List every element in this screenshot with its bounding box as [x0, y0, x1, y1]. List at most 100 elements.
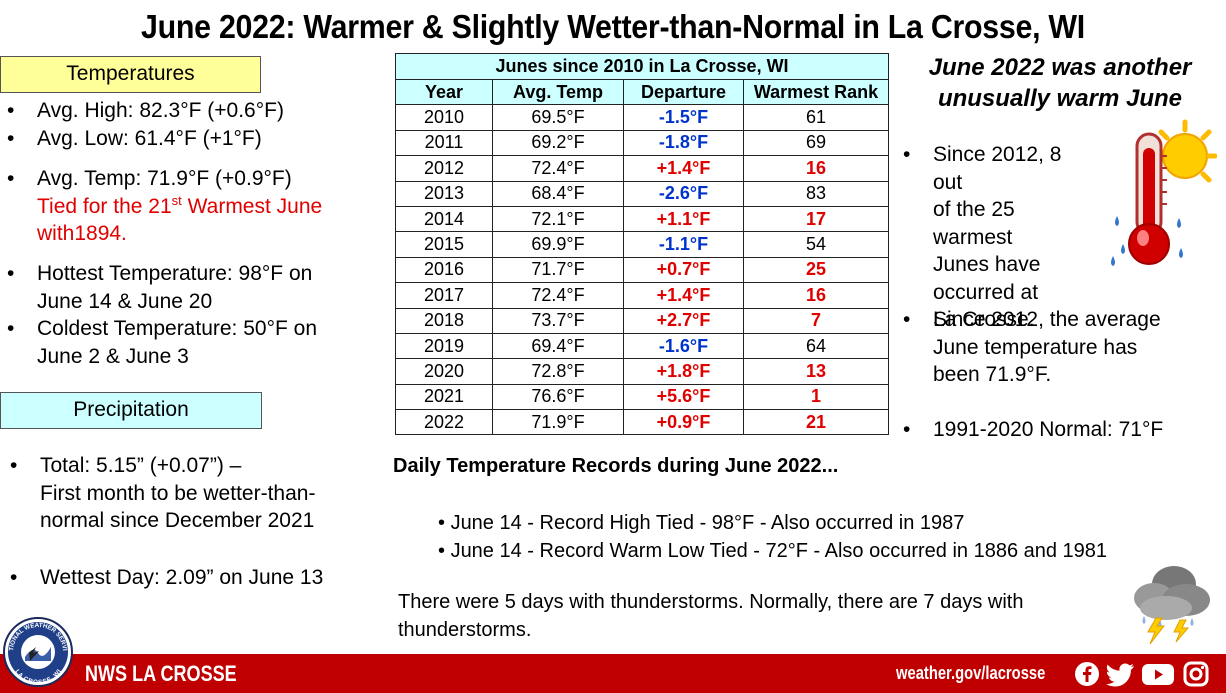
- departure-cell: +0.9°F: [623, 409, 744, 436]
- departure-cell: -2.6°F: [623, 180, 744, 207]
- rank-cell: 7: [743, 307, 889, 334]
- nws-logo: NATIONAL WEATHER SERVICE LA CROSSE, WI: [3, 617, 73, 687]
- avg-temp-cell: 69.9°F: [492, 231, 624, 258]
- page-title: June 2022: Warmer & Slightly Wetter-than…: [141, 8, 1085, 45]
- table-row: 2020 72.8°F +1.8°F 13: [395, 358, 889, 385]
- table-row: 2010 69.5°F -1.5°F 61: [395, 104, 889, 131]
- rank-cell: 69: [743, 129, 889, 157]
- table-row: 2021 76.6°F +5.6°F 1: [395, 383, 889, 411]
- tied-rank-text: Tied for the 21st Warmest June with1894.: [37, 192, 323, 246]
- departure-cell: +1.1°F: [623, 205, 744, 233]
- footer-bar: NWS LA CROSSE weather.gov/lacrosse: [0, 654, 1226, 693]
- table-row: 2017 72.4°F +1.4°F 16: [395, 282, 889, 309]
- facebook-icon[interactable]: [1074, 661, 1100, 687]
- avg-temp-item: Avg. Temp: 71.9°F (+0.9°F) Tied for the …: [0, 165, 370, 248]
- year-cell: 2011: [395, 129, 493, 157]
- twitter-icon[interactable]: [1106, 661, 1136, 687]
- rank-cell: 16: [743, 282, 889, 309]
- avg-temp-cell: 76.6°F: [492, 383, 624, 411]
- instagram-icon[interactable]: [1183, 661, 1209, 687]
- table-row: 2014 72.1°F +1.1°F 17: [395, 205, 889, 233]
- record-item: June 14 - Record Warm Low Tied - 72°F - …: [438, 538, 1107, 566]
- avg-temp-cell: 69.5°F: [492, 104, 624, 131]
- year-cell: 2017: [395, 282, 493, 309]
- avg-temp-cell: 72.1°F: [492, 205, 624, 233]
- avg-temp-cell: 73.7°F: [492, 307, 624, 334]
- avg-high-item: Avg. High: 82.3°F (+0.6°F): [0, 97, 370, 125]
- temperatures-heading: Temperatures: [0, 56, 261, 93]
- year-cell: 2021: [395, 383, 493, 411]
- year-cell: 2015: [395, 231, 493, 258]
- year-cell: 2018: [395, 307, 493, 334]
- rank-cell: 16: [743, 155, 889, 182]
- table-body: 2010 69.5°F -1.5°F 61 2011 69.2°F -1.8°F 69 2012…: [395, 104, 889, 436]
- year-cell: 2020: [395, 358, 493, 385]
- rank-cell: 64: [743, 332, 889, 360]
- departure-cell: -1.1°F: [623, 231, 744, 258]
- sweat-drops-icon: [1111, 216, 1183, 266]
- year-cell: 2014: [395, 205, 493, 233]
- departure-cell: +0.7°F: [623, 256, 744, 284]
- table-row: 2011 69.2°F -1.8°F 69: [395, 129, 889, 157]
- precipitation-heading: Precipitation: [0, 392, 262, 429]
- table-row: 2012 72.4°F +1.4°F 16: [395, 155, 889, 182]
- junes-table: Junes since 2010 in La Crosse, WI Year A…: [395, 53, 889, 436]
- avg-temp-cell: 71.7°F: [492, 256, 624, 284]
- rank-cell: 13: [743, 358, 889, 385]
- avg-temp-cell: 72.4°F: [492, 282, 624, 309]
- avg-temp-text: Avg. Temp: 71.9°F (+0.9°F): [37, 167, 292, 190]
- table-row: 2022 71.9°F +0.9°F 21: [395, 409, 889, 436]
- normal-list: 1991-2020 Normal: 71°F: [896, 416, 1216, 444]
- rank-cell: 54: [743, 231, 889, 258]
- table-header-row: Year Avg. Temp Departure Warmest Rank: [395, 78, 889, 106]
- footer-brand: NWS LA CROSSE: [85, 661, 237, 686]
- year-cell: 2013: [395, 180, 493, 207]
- records-list: June 14 - Record High Tied - 98°F - Also…: [438, 510, 1107, 565]
- table-row: 2019 69.4°F -1.6°F 64: [395, 332, 889, 360]
- rank-cell: 17: [743, 205, 889, 233]
- avg-temp-cell: 72.8°F: [492, 358, 624, 385]
- col-departure: Departure: [623, 78, 744, 106]
- table-row: 2018 73.7°F +2.7°F 7: [395, 307, 889, 334]
- wettest-day-item: Wettest Day: 2.09” on June 13: [3, 564, 373, 592]
- avg-temp-cell: 71.9°F: [492, 409, 624, 436]
- avg-temp-cell: 68.4°F: [492, 180, 624, 207]
- records-heading: Daily Temperature Records during June 20…: [393, 455, 839, 477]
- youtube-icon[interactable]: [1141, 661, 1175, 687]
- departure-cell: +2.7°F: [623, 307, 744, 334]
- departure-cell: -1.6°F: [623, 332, 744, 360]
- rank-cell: 1: [743, 383, 889, 411]
- avg-temp-cell: 69.4°F: [492, 332, 624, 360]
- rank-cell: 61: [743, 104, 889, 131]
- precip-total-item: Total: 5.15” (+0.07”) –First month to be…: [3, 452, 373, 535]
- footer-url-link[interactable]: weather.gov/lacrosse: [896, 663, 1046, 683]
- year-cell: 2019: [395, 332, 493, 360]
- departure-cell: +5.6°F: [623, 383, 744, 411]
- thermometer-sun-icon: [1111, 119, 1217, 266]
- table-row: 2015 69.9°F -1.1°F 54: [395, 231, 889, 258]
- rank-cell: 83: [743, 180, 889, 207]
- departure-cell: +1.4°F: [623, 282, 744, 309]
- avg-low-item: Avg. Low: 61.4°F (+1°F): [0, 125, 370, 153]
- rank-cell: 25: [743, 256, 889, 284]
- col-warmest-rank: Warmest Rank: [743, 78, 889, 106]
- normal-item: 1991-2020 Normal: 71°F: [896, 416, 1216, 444]
- thunderstorm-icon: [1134, 566, 1210, 644]
- temperature-list: Avg. High: 82.3°F (+0.6°F) Avg. Low: 61.…: [0, 97, 370, 152]
- table-row: 2016 71.7°F +0.7°F 25: [395, 256, 889, 284]
- rank-cell: 21: [743, 409, 889, 436]
- precip-wettest-list: Wettest Day: 2.09” on June 13: [3, 564, 373, 592]
- table-caption: Junes since 2010 in La Crosse, WI: [395, 53, 889, 80]
- year-cell: 2010: [395, 104, 493, 131]
- col-year: Year: [395, 78, 493, 106]
- avg-temp-list: Avg. Temp: 71.9°F (+0.9°F) Tied for the …: [0, 165, 370, 248]
- table-row: 2013 68.4°F -2.6°F 83: [395, 180, 889, 207]
- year-cell: 2022: [395, 409, 493, 436]
- year-cell: 2016: [395, 256, 493, 284]
